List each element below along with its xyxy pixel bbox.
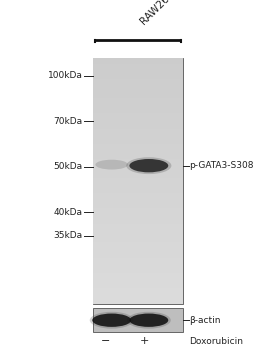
Text: 100kDa: 100kDa <box>47 71 82 80</box>
Bar <box>93 308 183 332</box>
Ellipse shape <box>92 314 131 327</box>
Text: 40kDa: 40kDa <box>53 208 82 217</box>
Text: −: − <box>101 336 110 346</box>
Ellipse shape <box>129 159 168 172</box>
Ellipse shape <box>90 312 134 329</box>
Text: Doxorubicin: Doxorubicin <box>189 337 243 345</box>
Ellipse shape <box>95 160 128 170</box>
Ellipse shape <box>127 312 171 329</box>
Text: p-GATA3-S308: p-GATA3-S308 <box>189 161 254 170</box>
Text: RAW264.7: RAW264.7 <box>138 0 183 26</box>
Text: 70kDa: 70kDa <box>53 117 82 126</box>
Ellipse shape <box>129 314 168 327</box>
Text: 35kDa: 35kDa <box>53 231 82 240</box>
Text: β-actin: β-actin <box>189 316 221 325</box>
Bar <box>93 58 183 304</box>
Ellipse shape <box>126 157 172 174</box>
Text: 50kDa: 50kDa <box>53 162 82 171</box>
Text: +: + <box>140 336 149 346</box>
